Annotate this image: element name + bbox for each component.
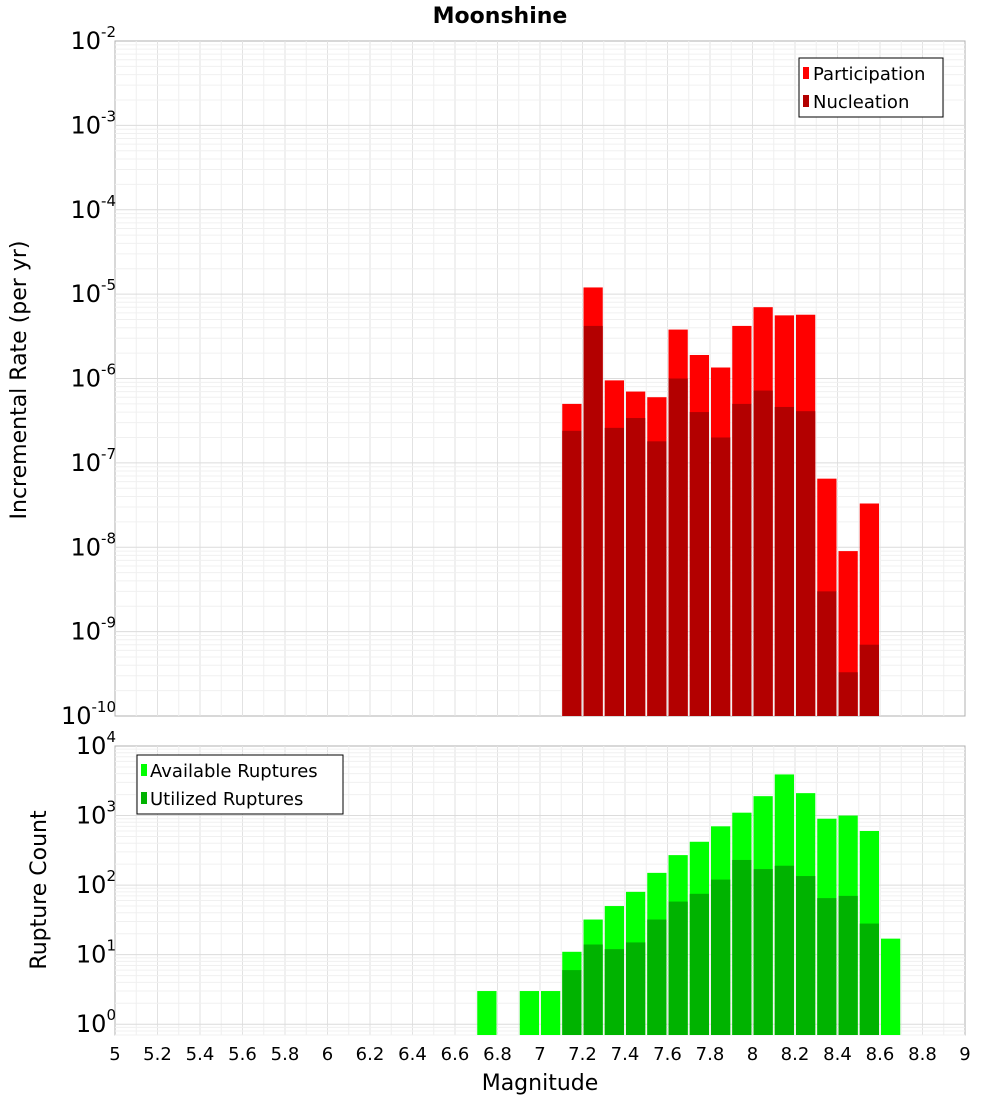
count-y-tick: 103 xyxy=(76,798,116,830)
utilized-bar xyxy=(562,970,582,1035)
count-y-tick: 101 xyxy=(76,937,116,969)
magnitude-tick: 6 xyxy=(322,1044,333,1065)
utilized-bar xyxy=(711,879,731,1035)
available-bar xyxy=(881,938,901,1035)
utilized-bar xyxy=(668,901,688,1035)
magnitude-tick: 6.2 xyxy=(356,1044,385,1065)
nucleation-bar xyxy=(753,390,773,716)
magnitude-tick: 7.4 xyxy=(611,1044,640,1065)
rate-y-tick: 10-4 xyxy=(70,192,116,224)
nucleation-bar xyxy=(562,430,582,716)
rate-y-tick: 10-9 xyxy=(70,614,116,646)
magnitude-tick: 5 xyxy=(109,1044,120,1065)
magnitude-tick: 8 xyxy=(747,1044,758,1065)
utilized-bar xyxy=(817,898,837,1035)
magnitude-tick: 8.6 xyxy=(866,1044,895,1065)
magnitude-tick: 9 xyxy=(959,1044,970,1065)
nucleation-bar xyxy=(711,437,731,716)
count-y-tick: 102 xyxy=(76,867,116,899)
utilized-bar xyxy=(689,893,709,1035)
magnitude-tick: 7.2 xyxy=(568,1044,597,1065)
utilized-bar xyxy=(604,949,624,1035)
rate-y-axis-label: Incremental Rate (per yr) xyxy=(7,241,32,520)
utilized-legend-swatch xyxy=(141,792,147,804)
count-y-axis-label: Rupture Count xyxy=(27,810,52,970)
nucleation-bar xyxy=(774,406,794,716)
rate-y-tick-labels: 10-2 10-3 10-4 10-5 10-6 10-7 10-8 10-9 10-10 xyxy=(61,23,116,730)
nucleation-bar xyxy=(604,427,624,716)
rate-y-tick: 10-6 xyxy=(70,361,116,393)
utilized-bar xyxy=(732,859,752,1035)
magnitude-x-tick-labels: 5 5.2 5.4 5.6 5.8 6 6.2 6.4 6.6 6.8 7 7.2 7.4 7.6 7.8 8… xyxy=(109,1044,970,1065)
magnitude-tick: 7.6 xyxy=(653,1044,682,1065)
available-legend-label: Available Ruptures xyxy=(150,761,318,782)
nucleation-bar xyxy=(689,412,709,716)
magnitude-tick: 8.8 xyxy=(908,1044,937,1065)
utilized-bar xyxy=(626,942,646,1035)
utilized-bar xyxy=(647,919,667,1035)
rate-y-tick: 10-3 xyxy=(70,107,116,139)
magnitude-tick: 5.4 xyxy=(186,1044,215,1065)
nucleation-bars xyxy=(562,325,879,716)
nucleation-bar xyxy=(817,591,837,716)
rate-y-tick: 10-5 xyxy=(70,276,116,308)
nucleation-legend-label: Nucleation xyxy=(813,92,909,113)
magnitude-tick: 7 xyxy=(534,1044,545,1065)
utilized-bar xyxy=(774,865,794,1035)
magnitude-x-axis-label: Magnitude xyxy=(482,1071,599,1096)
magnitude-tick: 5.6 xyxy=(228,1044,257,1065)
nucleation-legend-swatch xyxy=(803,95,809,107)
utilized-bar xyxy=(859,923,879,1035)
nucleation-bar xyxy=(859,644,879,716)
nucleation-bar xyxy=(838,672,858,716)
available-bar xyxy=(541,991,561,1035)
nucleation-bar xyxy=(647,441,667,716)
rate-panel: 10-2 10-3 10-4 10-5 10-6 10-7 10-8 10-9 10-10 In… xyxy=(7,23,966,730)
participation-legend-label: Participation xyxy=(813,64,925,85)
count-legend: Available Ruptures Utilized Ruptures xyxy=(136,754,344,815)
magnitude-tick: 8.4 xyxy=(823,1044,852,1065)
magnitude-tick: 6.4 xyxy=(398,1044,427,1065)
nucleation-bar xyxy=(796,411,816,716)
count-legend-box xyxy=(136,754,344,815)
rate-legend-box xyxy=(798,57,944,118)
utilized-bar xyxy=(753,869,773,1035)
utilized-bar xyxy=(583,944,603,1035)
chart-title: Moonshine xyxy=(433,4,568,29)
available-bar xyxy=(519,991,539,1035)
count-y-tick: 104 xyxy=(76,728,116,760)
utilized-legend-label: Utilized Ruptures xyxy=(150,789,303,810)
rate-y-tick: 10-10 xyxy=(61,698,116,730)
rate-y-tick: 10-2 xyxy=(70,23,116,55)
magnitude-tick: 7.8 xyxy=(696,1044,725,1065)
rate-y-tick: 10-7 xyxy=(70,445,116,477)
magnitude-tick: 6.6 xyxy=(441,1044,470,1065)
count-y-tick-labels: 104 103 102 101 100 xyxy=(76,728,116,1038)
rate-y-tick: 10-8 xyxy=(70,529,116,561)
available-bar xyxy=(477,991,497,1035)
utilized-bar xyxy=(796,876,816,1035)
participation-legend-swatch xyxy=(803,67,809,79)
nucleation-bar xyxy=(626,418,646,716)
magnitude-tick: 5.8 xyxy=(271,1044,300,1065)
nucleation-bar xyxy=(668,378,688,716)
magnitude-tick: 6.8 xyxy=(483,1044,512,1065)
rate-gridlines xyxy=(115,41,965,716)
available-legend-swatch xyxy=(141,764,147,776)
nucleation-bar xyxy=(732,403,752,716)
magnitude-tick: 5.2 xyxy=(143,1044,172,1065)
rate-legend: Participation Nucleation xyxy=(798,57,944,118)
utilized-bar xyxy=(838,895,858,1035)
count-y-tick: 100 xyxy=(76,1006,116,1038)
count-panel: 104 103 102 101 100 5 5.2 5.4 5.6 5.8 6 6.2 6.4 6.6 6… xyxy=(27,728,971,1096)
nucleation-bar xyxy=(583,325,603,716)
magnitude-tick: 8.2 xyxy=(781,1044,810,1065)
utilized-bars xyxy=(562,859,879,1035)
